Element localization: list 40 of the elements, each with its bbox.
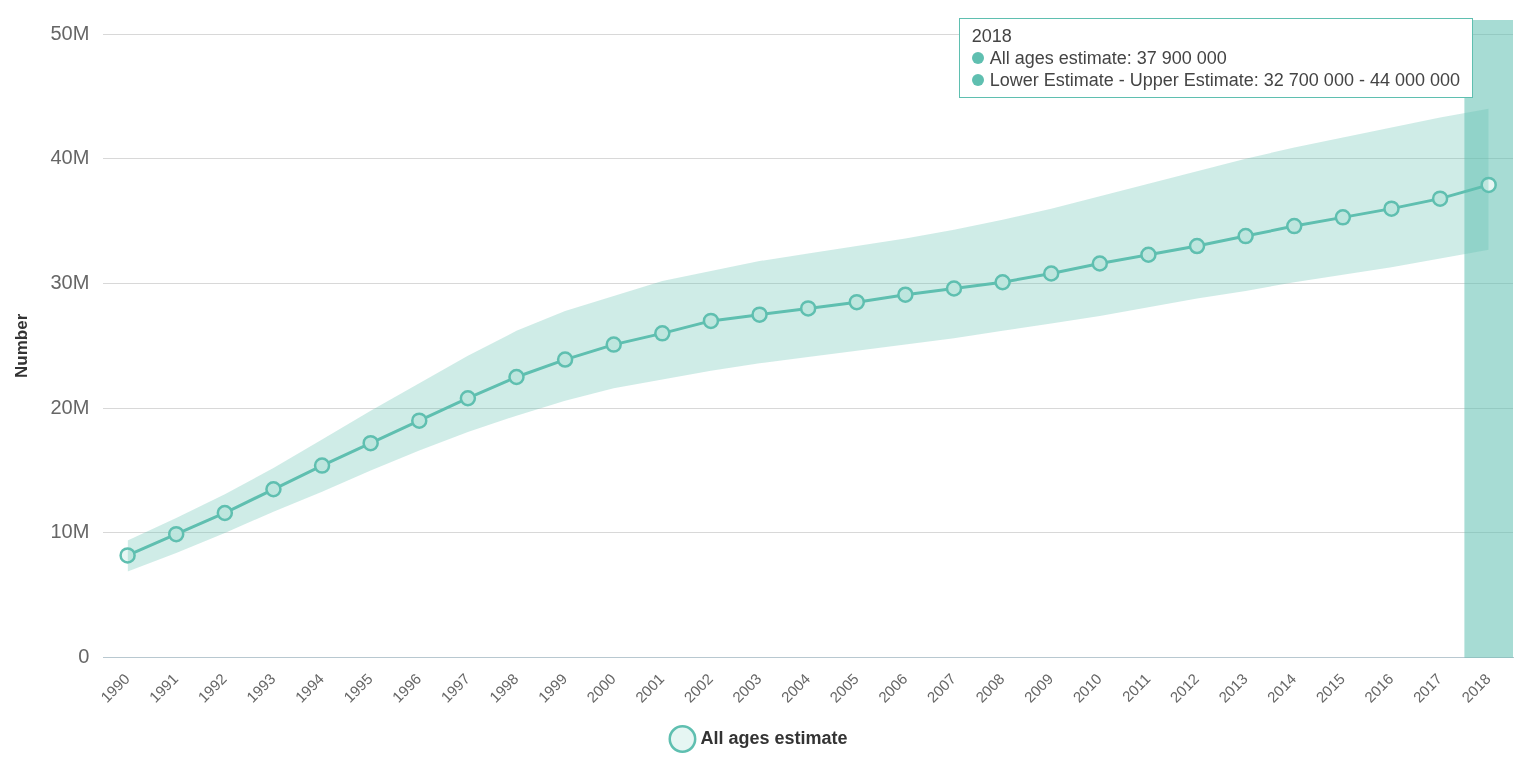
point — [654, 325, 671, 342]
point — [362, 434, 379, 452]
annotation: Lower Estimate - Upper Estimate: 32 700 000 - 44 000 000 — [989, 69, 1460, 91]
point — [751, 306, 768, 323]
point — [1286, 217, 1303, 235]
point — [702, 312, 720, 330]
point — [1140, 246, 1157, 264]
point — [1383, 200, 1400, 217]
point — [1334, 209, 1352, 226]
point — [411, 412, 428, 429]
point — [605, 336, 622, 353]
point — [556, 351, 574, 368]
point — [1091, 255, 1109, 272]
y-tick-label: 40M — [50, 146, 90, 169]
point — [216, 504, 234, 522]
annotation: 2018 — [971, 25, 1012, 47]
y-tick-label: 20M — [50, 395, 90, 418]
y-tick-label: 30M — [50, 270, 90, 293]
point — [508, 368, 525, 386]
legend-label: All ages estimate — [700, 727, 848, 748]
y-tick-label: 10M — [50, 520, 90, 543]
point — [848, 293, 866, 311]
point — [994, 273, 1011, 291]
point — [459, 389, 477, 407]
annotation: All ages estimate: 37 900 000 — [989, 47, 1227, 69]
point — [1042, 265, 1060, 282]
y-tick-label: 50M — [50, 21, 90, 44]
point — [945, 280, 963, 297]
point — [1480, 176, 1497, 194]
point — [799, 300, 817, 317]
point — [1237, 227, 1254, 245]
point — [1431, 190, 1449, 207]
point — [897, 286, 914, 303]
y-tick-label: 0 — [78, 645, 90, 668]
point — [167, 525, 185, 543]
point — [119, 547, 136, 564]
point — [313, 457, 331, 474]
point — [1188, 237, 1206, 255]
y-axis-title: Number — [11, 313, 31, 378]
point — [265, 481, 282, 498]
